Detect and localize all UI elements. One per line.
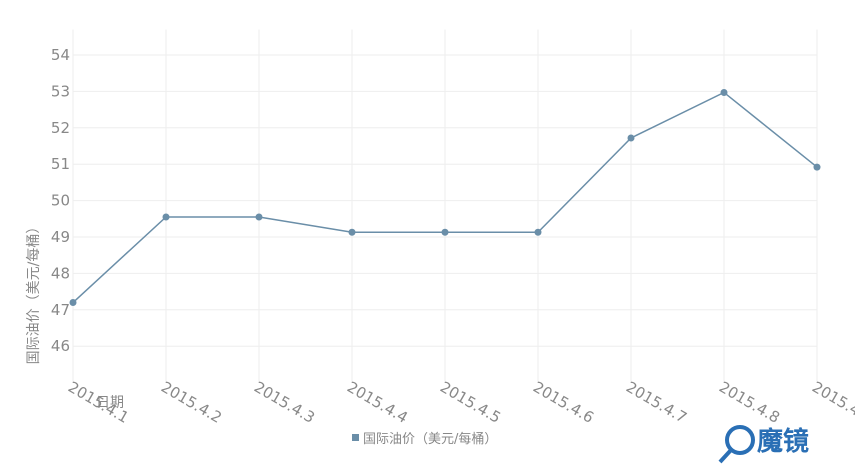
point xyxy=(162,213,170,221)
point xyxy=(441,228,449,236)
y-tick-label: 48 xyxy=(51,264,70,282)
watermark: 魔镜 xyxy=(757,426,809,457)
point xyxy=(627,134,635,142)
x-tick-label: 2015.4.6 xyxy=(530,378,597,427)
point xyxy=(720,88,728,96)
x-tick-label: 2015.4.5 xyxy=(437,378,504,427)
y-axis-title: 国际油价（美元/每桶） xyxy=(26,220,42,365)
x-tick-label: 2015.4.9 xyxy=(809,378,855,427)
y-tick-label: 53 xyxy=(51,82,70,100)
legend-label: 国际油价（美元/每桶） xyxy=(363,431,497,447)
y-tick-label: 52 xyxy=(51,119,70,137)
y-tick-label: 51 xyxy=(51,155,70,173)
x-tick-label: 2015.4.8 xyxy=(716,378,783,427)
y-tick-label: 49 xyxy=(51,228,70,246)
x-tick-label: 2015.4.7 xyxy=(623,378,690,427)
x-axis-title: 日期 xyxy=(96,395,124,411)
y-tick-label: 50 xyxy=(51,192,70,210)
x-tick-label: 2015.4.4 xyxy=(344,378,411,427)
x-tick-label: 2015.4.2 xyxy=(158,378,225,427)
y-tick-label: 46 xyxy=(51,337,70,355)
point xyxy=(69,299,77,307)
point xyxy=(534,228,542,236)
y-tick-label: 47 xyxy=(51,301,70,319)
point xyxy=(255,213,263,221)
y-tick-label: 54 xyxy=(51,46,70,64)
point xyxy=(348,228,356,236)
x-tick-label: 2015.4.3 xyxy=(251,378,318,427)
point xyxy=(813,163,821,171)
logo: 魔镜 xyxy=(718,425,809,464)
legend-swatch xyxy=(352,434,359,441)
